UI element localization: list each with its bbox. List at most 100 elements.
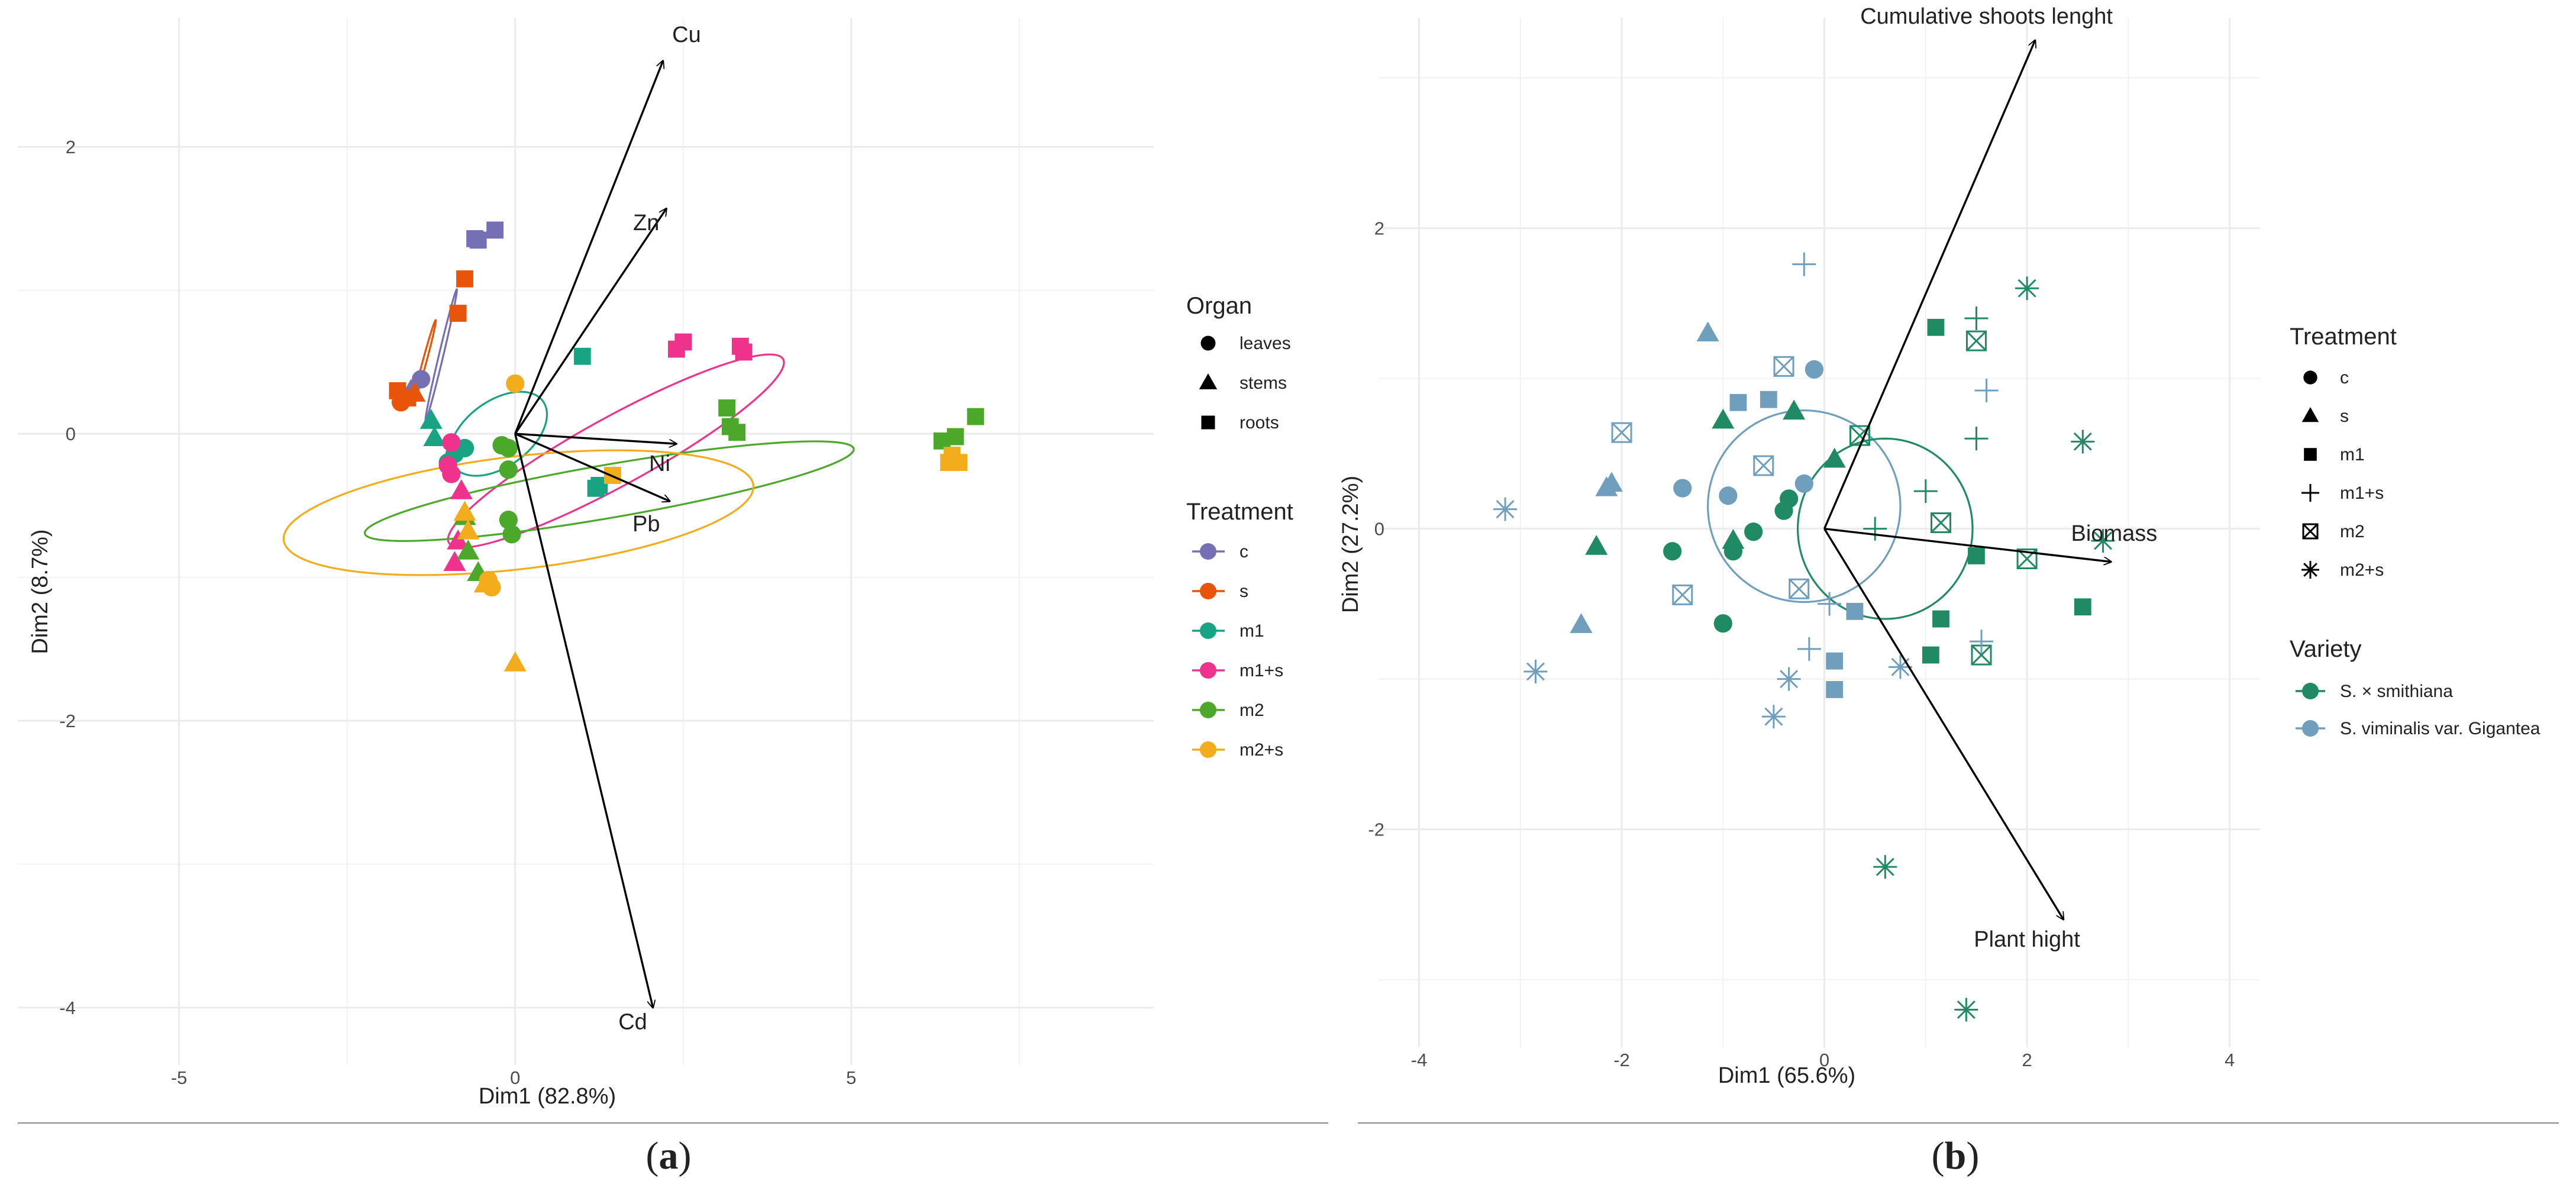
variety-legend-dot — [2302, 683, 2319, 699]
treatment-legend-label: c — [1239, 542, 1248, 561]
ellipse-m2 — [363, 440, 855, 542]
panel-a-x-axis-title: Dim1 (82.8%) — [479, 1084, 616, 1109]
loading-vector-cd — [514, 433, 653, 1008]
data-point-circle — [1673, 479, 1692, 498]
data-point-square — [2074, 598, 2091, 616]
loading-vector-pb — [515, 433, 670, 501]
vector-label: Pb — [632, 512, 660, 537]
treatment-legend-label-b: m2+s — [2340, 560, 2384, 580]
data-point-square — [1826, 652, 1844, 670]
data-point-star — [1954, 998, 1978, 1022]
x-tick-label: 0 — [510, 1067, 520, 1088]
x-tick-label: 4 — [2225, 1050, 2235, 1070]
data-point-plus — [1974, 378, 1999, 402]
data-point-square — [469, 231, 487, 249]
data-point-boxx — [1789, 578, 1810, 599]
data-point-star — [1777, 667, 1801, 691]
data-point-boxx — [1971, 644, 1992, 666]
loading-vector-ni — [515, 433, 677, 444]
organ-legend-key-triangle — [1199, 373, 1218, 389]
data-point-square — [1927, 318, 1945, 336]
data-point-boxx — [1849, 425, 1871, 446]
x-tick-label: 0 — [1819, 1050, 1829, 1070]
data-point-circle — [506, 374, 525, 393]
panel-b-ticks: -4 -2 0 2 4 -2 0 2 — [1368, 218, 2235, 1070]
panel-b-legend: Treatment Variety cs m1 m1+s m2 m2+s S. × smi… — [2290, 324, 2541, 738]
treatment-legend-label: m1+s — [1239, 661, 1283, 680]
panel-b-label: (b) — [1932, 1134, 1980, 1177]
data-point-square — [947, 428, 964, 446]
x-tick-label: -5 — [171, 1067, 188, 1088]
data-point-square — [456, 270, 473, 288]
panel-a-ticks: -5 0 5 -4 -2 0 2 — [59, 137, 856, 1088]
panel-a-legend: Organ Treatment leaves stems roots c s m1 m1+s… — [1186, 293, 1293, 760]
panel-a-y-axis-title: Dim2 (8.7%) — [28, 529, 53, 654]
treatment-legend-label-b: m1 — [2340, 445, 2365, 464]
data-point-circle — [1713, 614, 1732, 633]
data-point-plus — [1964, 427, 1989, 451]
ellipse-smith — [1797, 437, 1974, 620]
vector-label: Ni — [649, 451, 670, 476]
treatment-legend-dot — [1200, 741, 1216, 758]
vector-label: Cd — [618, 1009, 647, 1034]
data-point-triangle — [1783, 399, 1806, 420]
y-tick-label: 0 — [66, 424, 76, 444]
data-point-square — [449, 305, 467, 322]
treatment-legend-label: s — [1239, 582, 1248, 601]
data-point-circle — [1805, 360, 1824, 379]
panel-b-y-axis-title: Dim2 (27.2%) — [1338, 476, 1363, 613]
panel-a: Cu Zn Ni Pb Cd -5 0 5 -4 -2 0 2 Dim1 (82.8%) Dim2 … — [18, 18, 1328, 1177]
data-point-triangle — [1722, 528, 1745, 549]
loading-vector-cumulative — [1823, 40, 2035, 530]
panel-b-vectors: Cumulative shoots lenght Biomass Plant hig… — [1823, 4, 2158, 952]
data-point-boxx — [1611, 422, 1632, 443]
organ-legend-title: Organ — [1186, 293, 1252, 319]
organ-legend-label: roots — [1239, 413, 1279, 433]
panel-b-x-axis-title: Dim1 (65.6%) — [1718, 1063, 1855, 1088]
data-point-square — [1932, 610, 1949, 628]
data-point-triangle — [1570, 613, 1593, 633]
data-point-triangle — [503, 651, 527, 672]
data-point-square — [1922, 646, 1939, 664]
y-tick-label: 2 — [1374, 218, 1384, 239]
data-point-circle — [1663, 542, 1682, 561]
data-point-star — [2091, 528, 2115, 553]
organ-legend-key-square — [1201, 415, 1215, 430]
treatment-legend-label-b: m1+s — [2340, 483, 2384, 503]
vector-label: Plant hight — [1974, 927, 2080, 952]
data-point-plus — [1964, 306, 1989, 331]
treatment-legend-key-plus — [2301, 484, 2319, 502]
data-point-triangle — [1595, 476, 1618, 496]
ellipse-m2-plus-s — [282, 449, 755, 576]
organ-legend-label: leaves — [1239, 334, 1291, 353]
vector-label: Biomass — [2071, 521, 2158, 546]
data-point-square — [940, 454, 957, 472]
y-tick-label: -2 — [1368, 819, 1384, 840]
treatment-legend-dot — [1200, 583, 1216, 599]
ellipse-vim — [1707, 409, 1902, 604]
data-point-square — [735, 343, 753, 361]
data-point-triangle — [450, 479, 473, 499]
x-tick-label: -2 — [1613, 1050, 1630, 1070]
data-point-square — [1968, 547, 1985, 564]
data-point-square — [1846, 602, 1864, 620]
data-point-circle — [438, 456, 457, 475]
data-point-circle — [1719, 486, 1738, 505]
loading-vector-zn — [514, 208, 667, 435]
panel-b-ellipses — [1707, 409, 1974, 620]
treatment-legend-key-triangle — [2301, 407, 2319, 422]
data-point-circle — [442, 433, 461, 452]
treatment-legend-key-circle — [2303, 370, 2317, 385]
data-point-triangle — [457, 539, 480, 560]
vector-label: Zn — [633, 211, 659, 235]
data-point-triangle — [419, 409, 443, 429]
data-point-square — [573, 347, 591, 365]
data-point-boxx — [1931, 512, 1952, 533]
data-point-plus — [1913, 479, 1938, 504]
panel-a-ellipses — [282, 288, 855, 576]
treatment-legend-label-b: c — [2340, 368, 2349, 388]
data-point-circle — [1794, 474, 1813, 493]
data-point-boxx — [1672, 584, 1693, 605]
y-tick-label: -2 — [59, 711, 76, 731]
data-point-triangle — [453, 501, 476, 521]
